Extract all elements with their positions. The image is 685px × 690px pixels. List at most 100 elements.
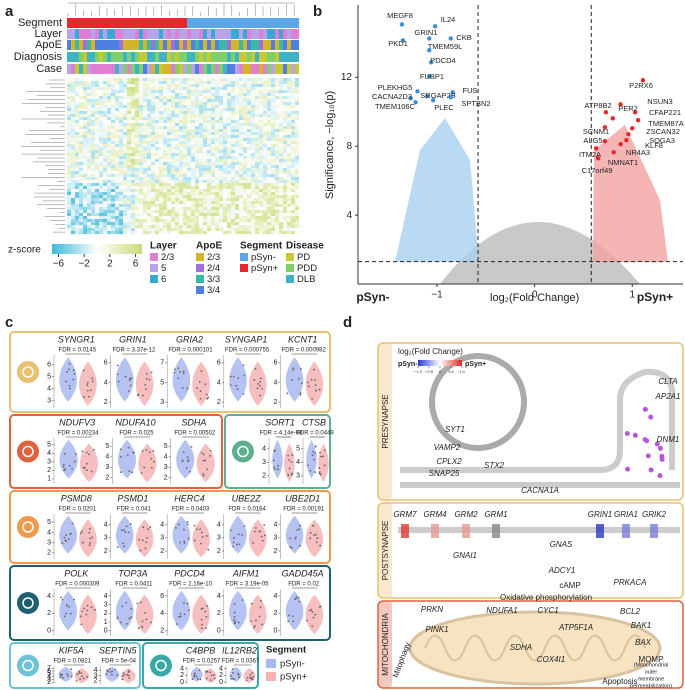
heatmap-cell xyxy=(291,210,296,214)
jitter-dot xyxy=(229,529,232,532)
heatmap-cell xyxy=(159,111,164,115)
heatmap-cell xyxy=(191,231,196,235)
legend-swatch xyxy=(196,253,204,261)
heatmap-cell xyxy=(79,198,84,202)
heatmap-cell xyxy=(155,102,160,106)
heatmap-cell xyxy=(283,204,288,208)
heatmap-cell xyxy=(111,141,116,145)
heatmap-cell xyxy=(263,87,268,91)
heatmap-cell xyxy=(231,84,236,88)
heatmap-cell xyxy=(147,114,152,118)
heatmap-cell xyxy=(259,216,264,220)
jitter-dot xyxy=(117,380,120,383)
heatmap-cell xyxy=(155,153,160,157)
heatmap-cell xyxy=(271,156,276,160)
heatmap-cell xyxy=(111,201,116,205)
heatmap-cell xyxy=(219,153,224,157)
heatmap-cell xyxy=(191,126,196,130)
point xyxy=(640,78,646,83)
heatmap-cell xyxy=(139,168,144,172)
heatmap-cell xyxy=(251,186,256,190)
heatmap-cell xyxy=(271,222,276,226)
heatmap-cell xyxy=(75,198,80,202)
heatmap-cell xyxy=(287,108,292,112)
jitter-dot xyxy=(260,535,263,538)
heatmap-cell xyxy=(251,144,256,148)
heatmap-cell xyxy=(143,171,148,175)
heatmap-cell xyxy=(167,135,172,139)
heatmap-cell xyxy=(215,222,220,226)
heatmap-cell xyxy=(107,201,112,205)
heatmap-cell xyxy=(159,189,164,193)
heatmap-cell xyxy=(135,126,140,130)
heatmap-cell xyxy=(279,90,284,94)
heatmap-cell xyxy=(239,225,244,229)
heatmap-cell xyxy=(199,159,204,163)
jitter-dot xyxy=(253,626,255,629)
heatmap-cell xyxy=(235,192,240,196)
heatmap-cell xyxy=(67,195,72,199)
jitter-dot xyxy=(245,679,248,682)
heatmap-cell xyxy=(99,120,104,124)
heatmap-cell xyxy=(67,189,72,193)
jitter-dot xyxy=(319,451,321,454)
heatmap-cell xyxy=(115,222,120,226)
heatmap-cell xyxy=(111,126,116,130)
heatmap-cell xyxy=(231,147,236,151)
heatmap-cell xyxy=(107,222,112,226)
heatmap-cell xyxy=(199,201,204,205)
heatmap-cell xyxy=(179,114,184,118)
heatmap-cell xyxy=(131,222,136,226)
heatmap-cell xyxy=(131,132,136,136)
section-box xyxy=(377,342,684,501)
heatmap-cell xyxy=(159,147,164,151)
heatmap-cell xyxy=(283,120,288,124)
heatmap-cell xyxy=(199,228,204,232)
heatmap-cell xyxy=(255,87,260,91)
heatmap-cell xyxy=(279,117,284,121)
heatmap-cell xyxy=(147,231,152,235)
heatmap-cell xyxy=(131,105,136,109)
heatmap-cell xyxy=(155,171,160,175)
heatmap-cell xyxy=(135,168,140,172)
annotation-cell xyxy=(83,64,88,74)
jitter-dot xyxy=(174,527,177,529)
receptor xyxy=(431,524,439,538)
heatmap-cell xyxy=(239,231,244,235)
heatmap-cell xyxy=(103,153,108,157)
heatmap-cell xyxy=(215,108,220,112)
heatmap-cell xyxy=(75,141,80,145)
legend-swatch xyxy=(286,275,294,283)
heatmap-cell xyxy=(115,108,120,112)
heatmap-cell xyxy=(183,210,188,214)
heatmap-cell xyxy=(83,192,88,196)
y-tick-label: 2 xyxy=(217,548,221,555)
heatmap-cell xyxy=(263,138,268,142)
heatmap-cell xyxy=(155,183,160,187)
heatmap-cell xyxy=(207,147,212,151)
heatmap-cell xyxy=(83,222,88,226)
heatmap-cell xyxy=(171,105,176,109)
heatmap-cell xyxy=(107,228,112,232)
heatmap-cell xyxy=(267,111,272,115)
heatmap-cell xyxy=(235,111,240,115)
heatmap-cell xyxy=(91,225,96,229)
heatmap-cell xyxy=(251,96,256,100)
annotation-cell xyxy=(231,29,236,39)
annotation-cell xyxy=(119,64,124,74)
heatmap-cell xyxy=(187,159,192,163)
heatmap-cell xyxy=(151,189,156,193)
heatmap-cell xyxy=(219,216,224,220)
heatmap-cell xyxy=(271,96,276,100)
heatmap-cell xyxy=(219,222,224,226)
heatmap-cell xyxy=(71,204,76,208)
point xyxy=(427,74,432,79)
heatmap-cell xyxy=(179,183,184,187)
annotation-cell xyxy=(211,18,216,28)
annotation-cell xyxy=(171,18,176,28)
heatmap-cell xyxy=(295,138,300,142)
jitter-dot xyxy=(109,671,112,674)
heatmap-cell xyxy=(147,207,152,211)
heatmap-cell xyxy=(203,168,208,172)
heatmap-cell xyxy=(219,81,224,85)
